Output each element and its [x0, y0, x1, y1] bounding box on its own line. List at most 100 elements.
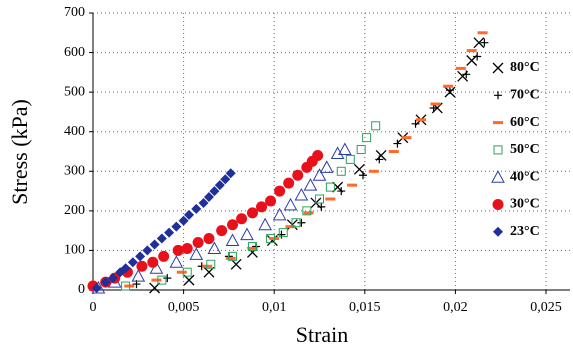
point — [136, 260, 148, 272]
point — [206, 259, 216, 269]
legend-label: 30°C — [510, 197, 540, 212]
point — [225, 233, 240, 247]
point — [443, 84, 454, 88]
x-axis-title: Strain — [296, 322, 349, 347]
point — [216, 225, 228, 237]
point — [203, 266, 215, 278]
point — [347, 183, 358, 187]
point — [325, 182, 335, 192]
legend-marker — [493, 121, 503, 125]
point — [393, 139, 402, 148]
point — [274, 185, 286, 197]
point — [303, 211, 314, 215]
point — [375, 155, 384, 164]
point — [151, 278, 162, 282]
x-tick-label: 0,02 — [443, 300, 468, 315]
point — [225, 256, 236, 260]
point — [368, 169, 379, 173]
point — [149, 282, 161, 294]
point — [358, 171, 367, 180]
legend-marker — [493, 226, 503, 237]
point — [171, 221, 182, 232]
y-tick-label: 700 — [64, 5, 85, 20]
point — [297, 218, 306, 227]
legend-marker — [494, 91, 502, 100]
y-tick-label: 600 — [64, 45, 85, 60]
legend-label: 60°C — [510, 115, 540, 130]
point — [272, 207, 287, 221]
point — [163, 274, 172, 283]
point — [466, 55, 478, 66]
point — [228, 251, 238, 261]
point — [375, 149, 387, 161]
point — [198, 197, 209, 208]
point — [291, 218, 301, 228]
point — [411, 119, 420, 128]
point — [203, 233, 215, 245]
point — [135, 251, 146, 262]
point — [149, 239, 160, 250]
point — [164, 227, 175, 238]
y-tick-label: 0 — [78, 282, 85, 297]
point — [455, 66, 466, 70]
point — [100, 277, 111, 288]
point — [356, 145, 366, 155]
y-tick-label: 200 — [64, 203, 85, 218]
y-tick-label: 500 — [64, 84, 85, 99]
point — [181, 242, 193, 254]
point — [330, 146, 345, 159]
legend-label: 50°C — [510, 142, 540, 157]
point — [207, 241, 222, 254]
point — [178, 215, 189, 226]
legend-marker — [493, 145, 503, 155]
point — [303, 178, 318, 191]
point — [227, 219, 239, 231]
legend-label: 23°C — [510, 224, 540, 239]
point — [189, 247, 204, 260]
point — [107, 273, 118, 284]
point — [158, 250, 170, 262]
point — [214, 180, 225, 191]
legend-marker — [491, 170, 505, 183]
legend-label: 70°C — [510, 88, 540, 103]
point — [415, 118, 426, 122]
point — [192, 237, 204, 249]
legend-marker — [492, 62, 504, 74]
point — [338, 142, 352, 156]
point — [283, 197, 298, 211]
point — [246, 207, 258, 219]
point — [312, 149, 324, 161]
point — [401, 136, 412, 140]
point — [157, 275, 167, 285]
point — [156, 233, 167, 244]
point — [266, 235, 278, 246]
point — [336, 166, 346, 176]
point — [466, 49, 477, 53]
point — [142, 245, 153, 256]
point — [480, 38, 489, 47]
legend-marker — [492, 199, 504, 210]
y-tick-label: 100 — [64, 243, 85, 258]
point — [240, 227, 254, 241]
point — [266, 234, 276, 244]
point — [120, 263, 131, 274]
x-tick-label: 0 — [90, 300, 97, 315]
point — [430, 102, 441, 106]
point — [283, 177, 295, 189]
point — [203, 192, 214, 203]
point — [315, 194, 324, 204]
point — [91, 283, 102, 294]
point — [131, 269, 146, 282]
point — [302, 206, 312, 216]
point — [183, 274, 195, 286]
point — [337, 187, 346, 196]
point — [462, 70, 471, 79]
point — [121, 281, 131, 291]
point — [209, 186, 220, 197]
point — [325, 197, 336, 201]
point — [230, 258, 242, 270]
point — [258, 217, 272, 231]
point — [236, 213, 248, 225]
point — [317, 202, 326, 211]
